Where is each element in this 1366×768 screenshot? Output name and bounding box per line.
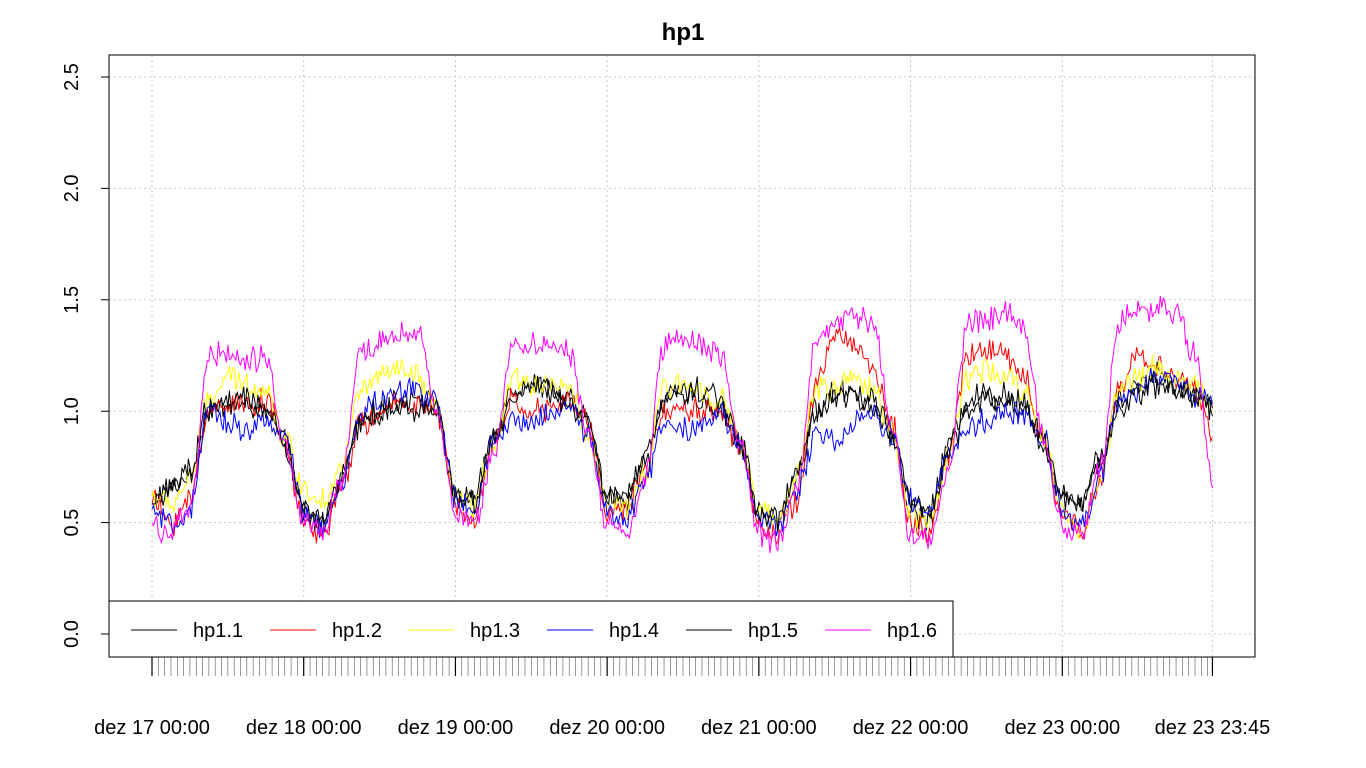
chart-legend: hp1.1 hp1.2 hp1.3 hp1.4 hp1.5 hp1.6	[108, 600, 954, 658]
legend-label: hp1.1	[193, 620, 243, 642]
x-tick-label: dez 23 23:45	[1155, 717, 1271, 739]
legend-box	[108, 600, 954, 658]
x-tick-label: dez 22 00:00	[853, 717, 969, 739]
y-tick-label: 2.0	[61, 174, 83, 202]
series-line-hp1-1	[151, 361, 1213, 533]
series-line-hp1-6	[151, 296, 1213, 553]
x-tick-label: dez 21 00:00	[701, 717, 817, 739]
legend-label: hp1.3	[470, 620, 520, 642]
y-tick-label: 0.0	[61, 620, 83, 648]
legend-label: hp1.4	[609, 620, 659, 642]
x-axis: dez 17 00:00 dez 18 00:00 dez 19 00:00 dez …	[94, 657, 1270, 739]
x-tick-label: dez 17 00:00	[94, 717, 210, 739]
plot-frame	[108, 54, 1256, 658]
chart-title: hp1	[662, 19, 705, 46]
y-tick-label: 1.5	[61, 286, 83, 314]
legend-label: hp1.6	[887, 620, 937, 642]
y-tick-label: 0.5	[61, 509, 83, 537]
y-tick-label: 1.0	[61, 397, 83, 425]
x-tick-label: dez 18 00:00	[246, 717, 362, 739]
x-tick-label: dez 20 00:00	[549, 717, 665, 739]
y-tick-label: 2.5	[61, 63, 83, 91]
x-tick-label: dez 19 00:00	[398, 717, 514, 739]
legend-label: hp1.2	[332, 620, 382, 642]
chart-grid	[109, 55, 1255, 657]
series-line-hp1-4	[151, 367, 1213, 538]
legend-label: hp1.5	[748, 620, 798, 642]
x-tick-label: dez 23 00:00	[1004, 717, 1120, 739]
chart-series	[151, 296, 1213, 553]
series-line-hp1-3	[151, 354, 1213, 540]
series-line-hp1-5	[152, 374, 1213, 531]
y-axis: 0.0 0.5 1.0 1.5 2.0 2.5	[61, 63, 109, 648]
